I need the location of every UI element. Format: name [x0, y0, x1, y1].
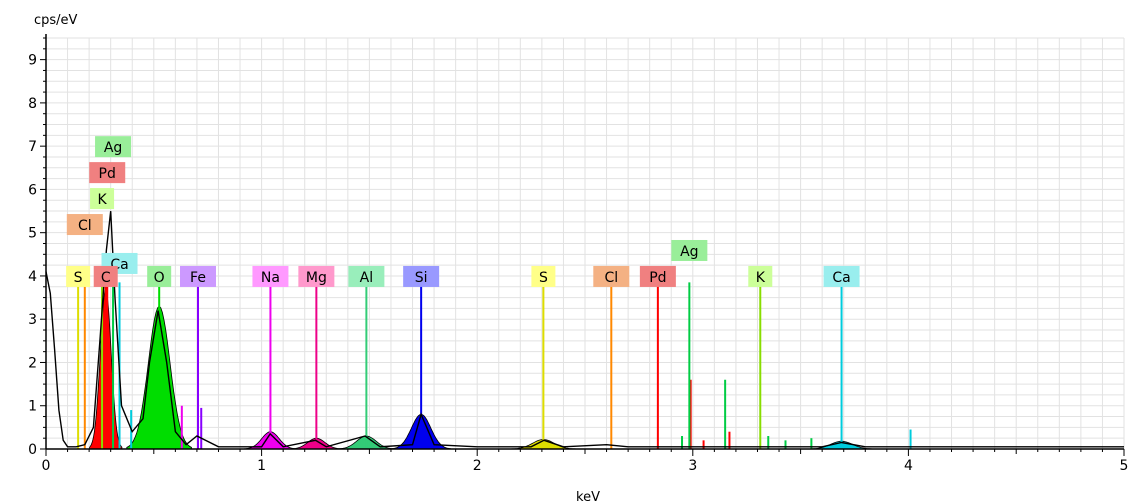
y-tick-label: 1: [28, 399, 37, 415]
element-label-Ag: Ag: [104, 140, 122, 156]
element-label-Pd: Pd: [649, 270, 666, 286]
element-label-bg-S: [66, 265, 91, 287]
element-label-bg-Fe: [179, 265, 216, 287]
element-label-bg-Mg: [298, 265, 335, 287]
y-tick-label: 8: [28, 96, 37, 112]
y-tick-label: 4: [28, 269, 37, 285]
x-tick-label: 4: [904, 458, 913, 474]
element-label-bg-Pd: [89, 162, 126, 184]
element-label-O: O: [154, 270, 165, 286]
element-label-bg-Ca: [823, 265, 860, 287]
element-label-K: K: [97, 192, 107, 208]
element-label-S: S: [74, 270, 83, 286]
x-tick-label: 1: [257, 458, 266, 474]
element-label-bg-C: [93, 265, 118, 287]
y-tick-label: 0: [28, 442, 37, 458]
element-label-bg-K: [90, 188, 115, 210]
chart-grid: [45, 37, 1125, 450]
element-label-bg-Cl: [66, 214, 103, 236]
y-tick-label: 3: [28, 312, 37, 328]
element-label-Si: Si: [415, 270, 428, 286]
element-label-Fe: Fe: [190, 270, 206, 286]
element-label-Na: Na: [261, 270, 280, 286]
element-label-bg-O: [147, 265, 172, 287]
x-tick-label: 5: [1120, 458, 1129, 474]
chart-axes: 0 1 2 3 4 5 6 7 8 9 0 1 2 3 4 5: [28, 34, 1128, 474]
element-label-C: C: [101, 270, 111, 286]
element-label-Ca: Ca: [832, 270, 850, 286]
x-tick-label: 2: [473, 458, 482, 474]
y-tick-label: 6: [28, 182, 37, 198]
element-label-bg-Al: [348, 265, 385, 287]
y-tick-label: 7: [28, 139, 37, 155]
element-label-bg-Na: [252, 265, 289, 287]
element-label-S: S: [539, 270, 548, 286]
element-label-Al: Al: [360, 270, 373, 286]
y-tick-label: 9: [28, 53, 37, 69]
element-label-Mg: Mg: [306, 270, 327, 286]
element-label-bg-Pd: [639, 265, 676, 287]
x-tick-label: 0: [42, 458, 51, 474]
element-label-bg-Ag: [95, 136, 132, 158]
spectrum-curve: [45, 211, 1124, 448]
element-label-K: K: [756, 270, 766, 286]
element-label-bg-K: [748, 265, 773, 287]
y-tick-label: 2: [28, 355, 37, 371]
element-label-Ag: Ag: [680, 244, 698, 260]
y-tick-label: 5: [28, 226, 37, 242]
x-tick-label: 3: [688, 458, 697, 474]
element-label-Cl: Cl: [78, 218, 92, 234]
x-axis-title: keV: [576, 490, 600, 504]
element-label-Cl: Cl: [604, 270, 618, 286]
element-label-bg-Ag: [671, 239, 708, 261]
y-axis-title: cps/eV: [34, 13, 78, 28]
element-label-bg-S: [531, 265, 556, 287]
spectrum-line: [45, 211, 1124, 448]
element-label-bg-Cl: [593, 265, 630, 287]
element-label-bg-Si: [403, 265, 440, 287]
element-label-Pd: Pd: [99, 166, 116, 182]
